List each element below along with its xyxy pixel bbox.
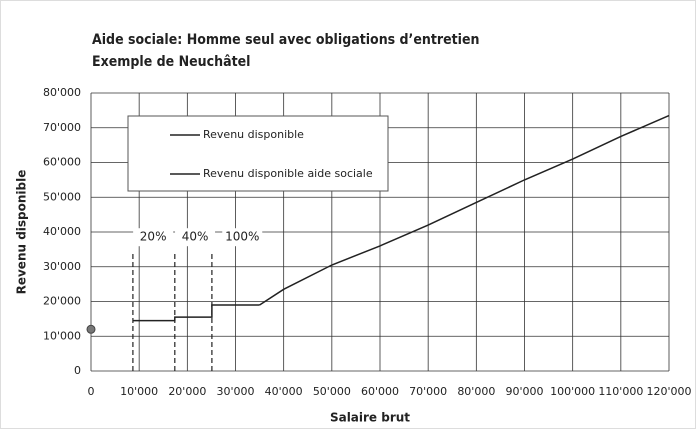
x-tick-label: 100'000 [550,385,595,398]
x-tick-label: 110'000 [598,385,643,398]
y-tick-label: 80'000 [43,86,81,99]
y-tick-label: 50'000 [43,190,81,203]
y-tick-label: 40'000 [43,225,81,238]
annotation-bg [222,228,263,247]
y-tick-label: 60'000 [43,156,81,169]
x-tick-label: 30'000 [216,385,254,398]
series-line [259,114,670,306]
y-tick-label: 0 [74,364,81,377]
series-line [132,304,260,322]
y-tick-label: 30'000 [43,260,81,273]
legend-label: Revenu disponible [203,128,304,141]
y-tick-label: 20'000 [43,295,81,308]
x-tick-label: 10'000 [120,385,158,398]
y-tick-label: 70'000 [43,121,81,134]
x-tick-label: 40'000 [265,385,303,398]
x-tick-label: 120'000 [646,385,691,398]
annotation: 100% [225,230,259,244]
annotation-bg [133,228,174,247]
x-tick-label: 50'000 [313,385,351,398]
legend-box [127,115,389,192]
chart-subtitle: Exemple de Neuchâtel [92,54,250,70]
x-axis-label: Salaire brut [330,411,410,425]
y-axis-label: Revenu disponible [15,170,29,295]
legend-label: Revenu disponible aide sociale [203,167,373,180]
annotation: 20% [140,230,167,244]
point [86,324,96,334]
x-tick-label: 0 [88,385,95,398]
x-tick-label: 20'000 [168,385,206,398]
annotation-bg [175,228,216,247]
annotation: 40% [182,230,209,244]
x-tick-label: 70'000 [409,385,447,398]
x-tick-label: 80'000 [457,385,495,398]
x-tick-label: 90'000 [505,385,543,398]
y-tick-label: 10'000 [43,329,81,342]
chart-title: Aide sociale: Homme seul avec obligation… [92,32,480,48]
x-tick-label: 60'000 [361,385,399,398]
